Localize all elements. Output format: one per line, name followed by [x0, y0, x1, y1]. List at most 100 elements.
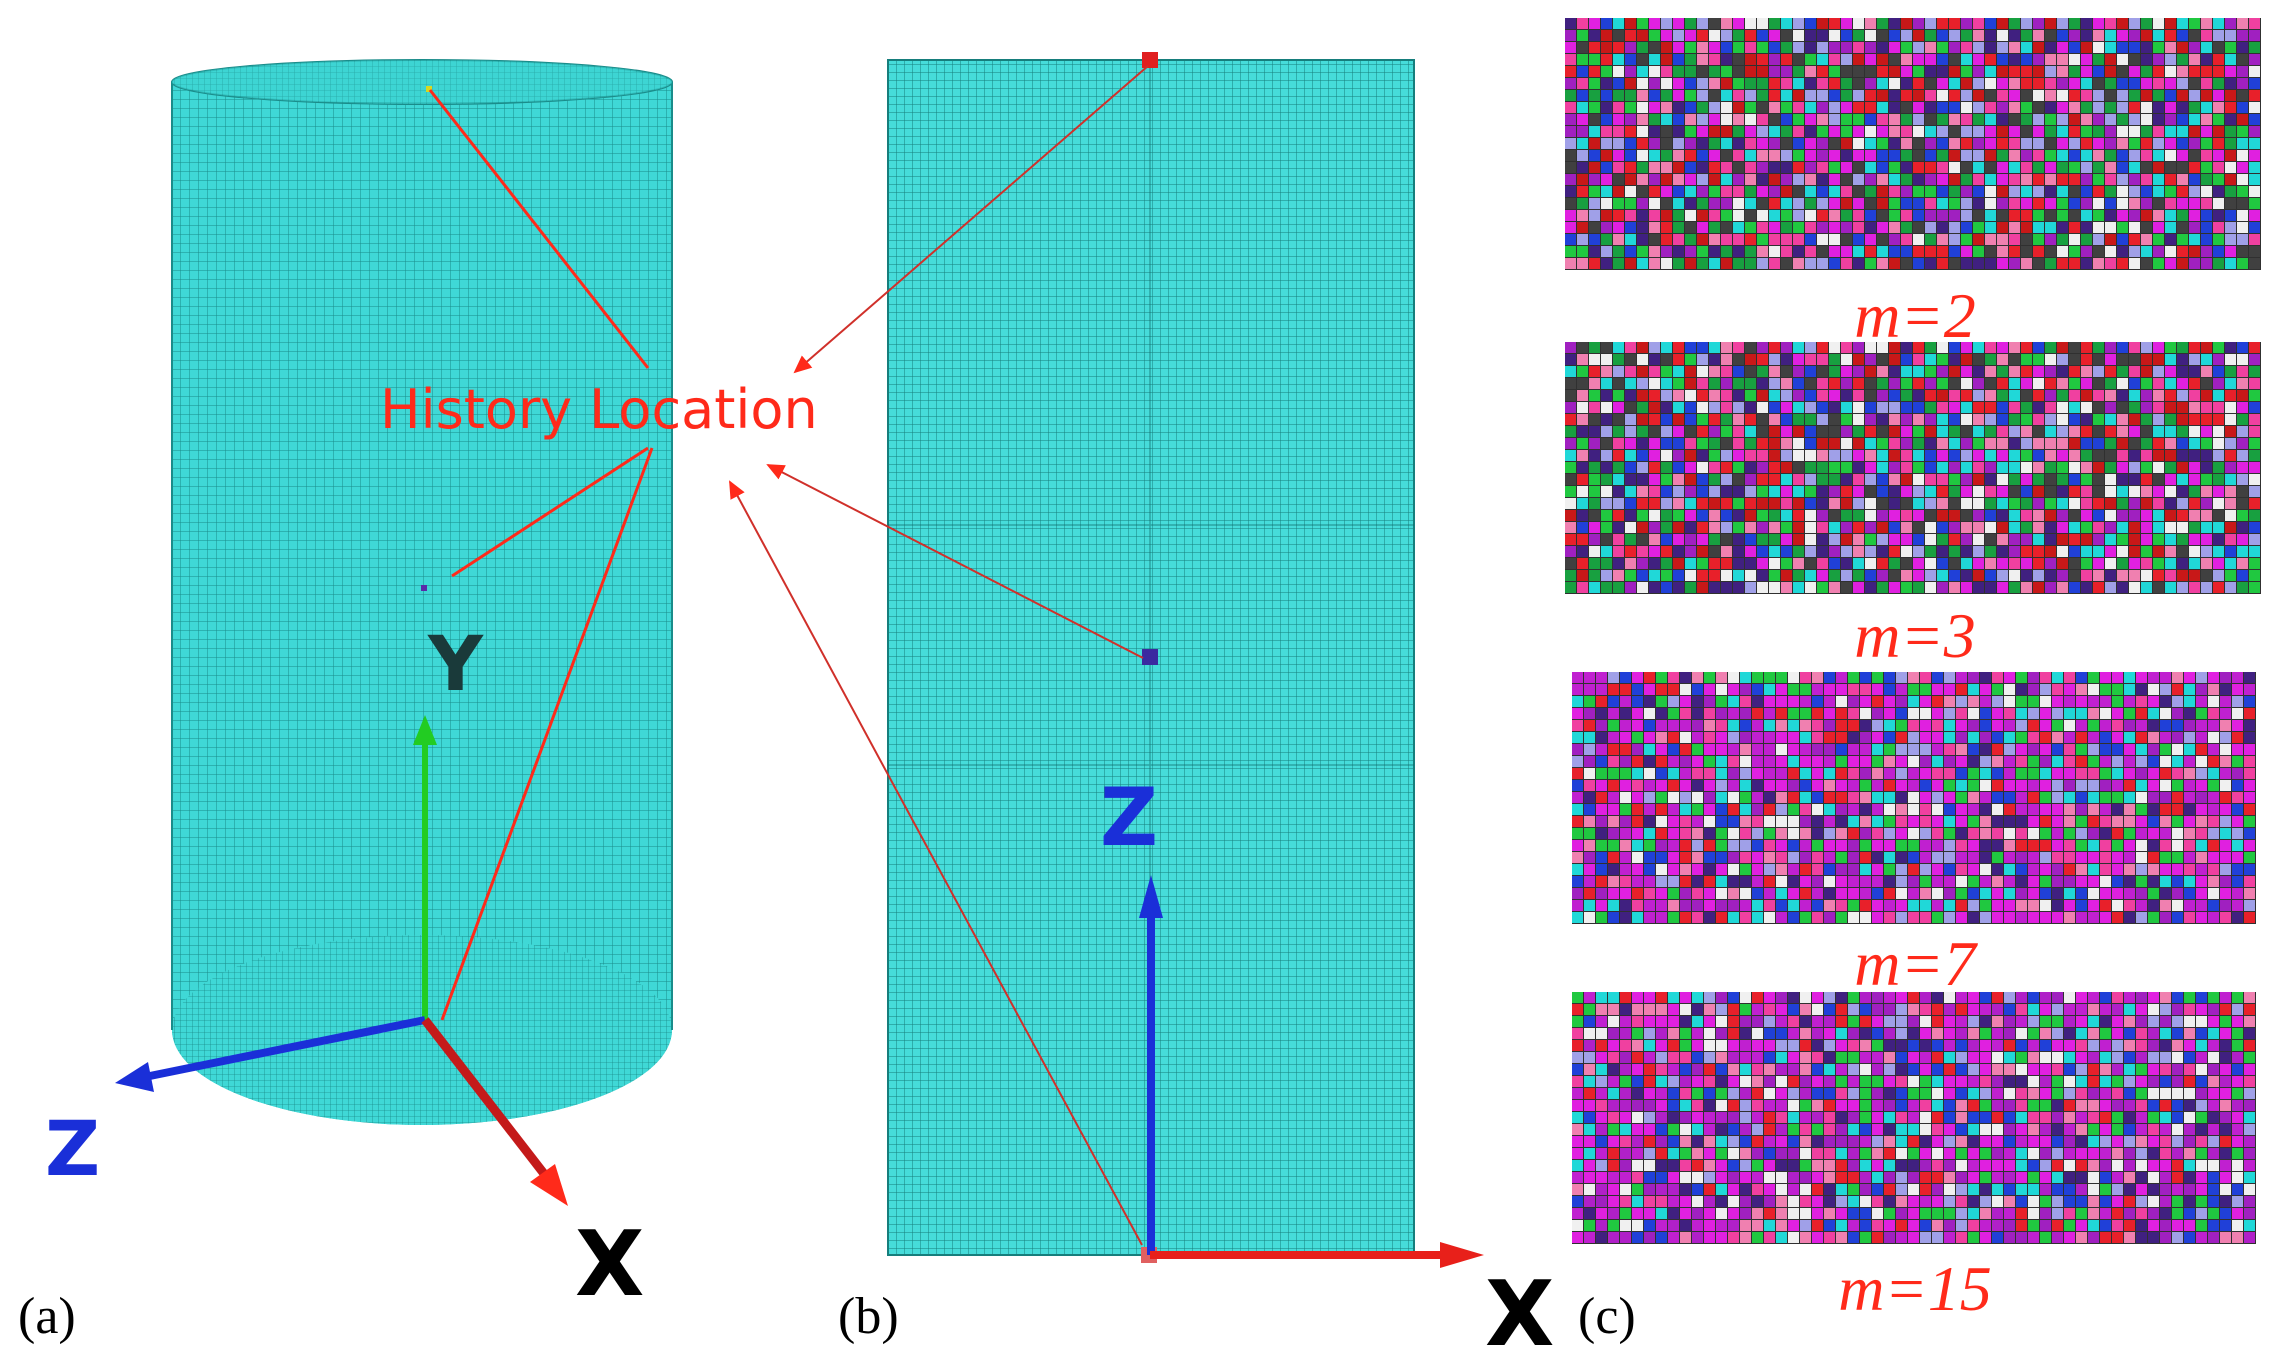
panel-a-caption: (a) [18, 1288, 76, 1345]
particle-cell [1577, 414, 1588, 425]
particle-cell [1956, 1220, 1967, 1231]
particle-cell [2213, 570, 2224, 581]
particle-cell [1788, 696, 1799, 707]
particle-cell [1968, 1016, 1979, 1027]
particle-cell [2033, 18, 2044, 29]
particle-cell [1781, 162, 1792, 173]
particle-cell [1721, 222, 1732, 233]
particle-cell [1973, 354, 1984, 365]
particle-cell [1728, 1148, 1739, 1159]
particle-cell [1973, 546, 1984, 557]
particle-cell [1944, 768, 1955, 779]
particle-cell [1769, 150, 1780, 161]
particle-cell [1997, 522, 2008, 533]
particle-cell [2232, 780, 2243, 791]
particle-cell [2057, 138, 2068, 149]
particle-cell [2172, 1172, 2183, 1183]
particle-cell [1788, 792, 1799, 803]
particle-cell [1692, 684, 1703, 695]
particle-cell [1800, 732, 1811, 743]
particle-cell [1577, 438, 1588, 449]
particle-cell [1680, 1088, 1691, 1099]
particle-cell [1697, 66, 1708, 77]
particle-cell [2105, 126, 2116, 137]
particle-cell [1877, 186, 1888, 197]
particle-cell [1841, 30, 1852, 41]
particle-cell [2148, 852, 2159, 863]
particle-cell [2004, 1232, 2015, 1243]
particle-cell [1800, 1076, 1811, 1087]
particle-cell [1625, 114, 1636, 125]
particle-cell [2136, 1112, 2147, 1123]
particle-cell [2201, 162, 2212, 173]
particle-cell [1697, 498, 1708, 509]
particle-cell [1728, 1100, 1739, 1111]
particle-cell [1865, 246, 1876, 257]
particle-cell [1848, 1196, 1859, 1207]
particle-cell [1920, 1148, 1931, 1159]
particle-cell [2076, 1004, 2087, 1015]
particle-cell [1781, 438, 1792, 449]
particle-cell [1836, 1172, 1847, 1183]
particle-cell [2249, 234, 2260, 245]
particle-cell [1565, 222, 1576, 233]
particle-cell [1932, 756, 1943, 767]
particle-cell [2153, 474, 2164, 485]
particle-cell [1812, 696, 1823, 707]
particle-cell [2213, 42, 2224, 53]
particle-cell [2069, 462, 2080, 473]
particle-cell [1649, 414, 1660, 425]
particle-cell [2148, 672, 2159, 683]
particle-cell [2196, 1016, 2207, 1027]
particle-cell [2129, 174, 2140, 185]
particle-cell [2057, 486, 2068, 497]
particle-cell [1608, 1148, 1619, 1159]
particle-cell [1721, 66, 1732, 77]
particle-cell [1872, 840, 1883, 851]
particle-cell [2201, 534, 2212, 545]
particle-cell [1896, 1160, 1907, 1171]
particle-cell [2009, 510, 2020, 521]
particle-cell [1632, 992, 1643, 1003]
particle-cell [2112, 732, 2123, 743]
particle-cell [2088, 744, 2099, 755]
particle-cell [1829, 234, 1840, 245]
particle-cell [1776, 696, 1787, 707]
particle-cell [2105, 486, 2116, 497]
particle-cell [1685, 42, 1696, 53]
particle-cell [2105, 114, 2116, 125]
particle-cell [2057, 90, 2068, 101]
particle-cell [2172, 1160, 2183, 1171]
particle-cell [1649, 30, 1660, 41]
particle-cell [1841, 78, 1852, 89]
particle-cell [2016, 744, 2027, 755]
particle-cell [2244, 1148, 2255, 1159]
particle-cell [2081, 198, 2092, 209]
particle-cell [1817, 414, 1828, 425]
particle-cell [1841, 138, 1852, 149]
particle-cell [2093, 498, 2104, 509]
particle-cell [1644, 696, 1655, 707]
particle-cell [2124, 1196, 2135, 1207]
particle-cell [2184, 852, 2195, 863]
particle-cell [2028, 720, 2039, 731]
particle-cell [1932, 1040, 1943, 1051]
particle-cell [2189, 66, 2200, 77]
particle-cell [1637, 126, 1648, 137]
particle-cell [2172, 684, 2183, 695]
particle-cell [1781, 258, 1792, 269]
particle-cell [1745, 174, 1756, 185]
particle-cell [1757, 198, 1768, 209]
particle-cell [1632, 1184, 1643, 1195]
particle-cell [1944, 900, 1955, 911]
particle-cell [2045, 462, 2056, 473]
particle-cell [2052, 912, 2063, 923]
particle-cell [1848, 912, 1859, 923]
particle-cell [2208, 1076, 2219, 1087]
particle-cell [2052, 1136, 2063, 1147]
particle-cell [1721, 234, 1732, 245]
particle-cell [2009, 246, 2020, 257]
particle-cell [1961, 42, 1972, 53]
particle-cell [2057, 462, 2068, 473]
particle-cell [1980, 1184, 1991, 1195]
